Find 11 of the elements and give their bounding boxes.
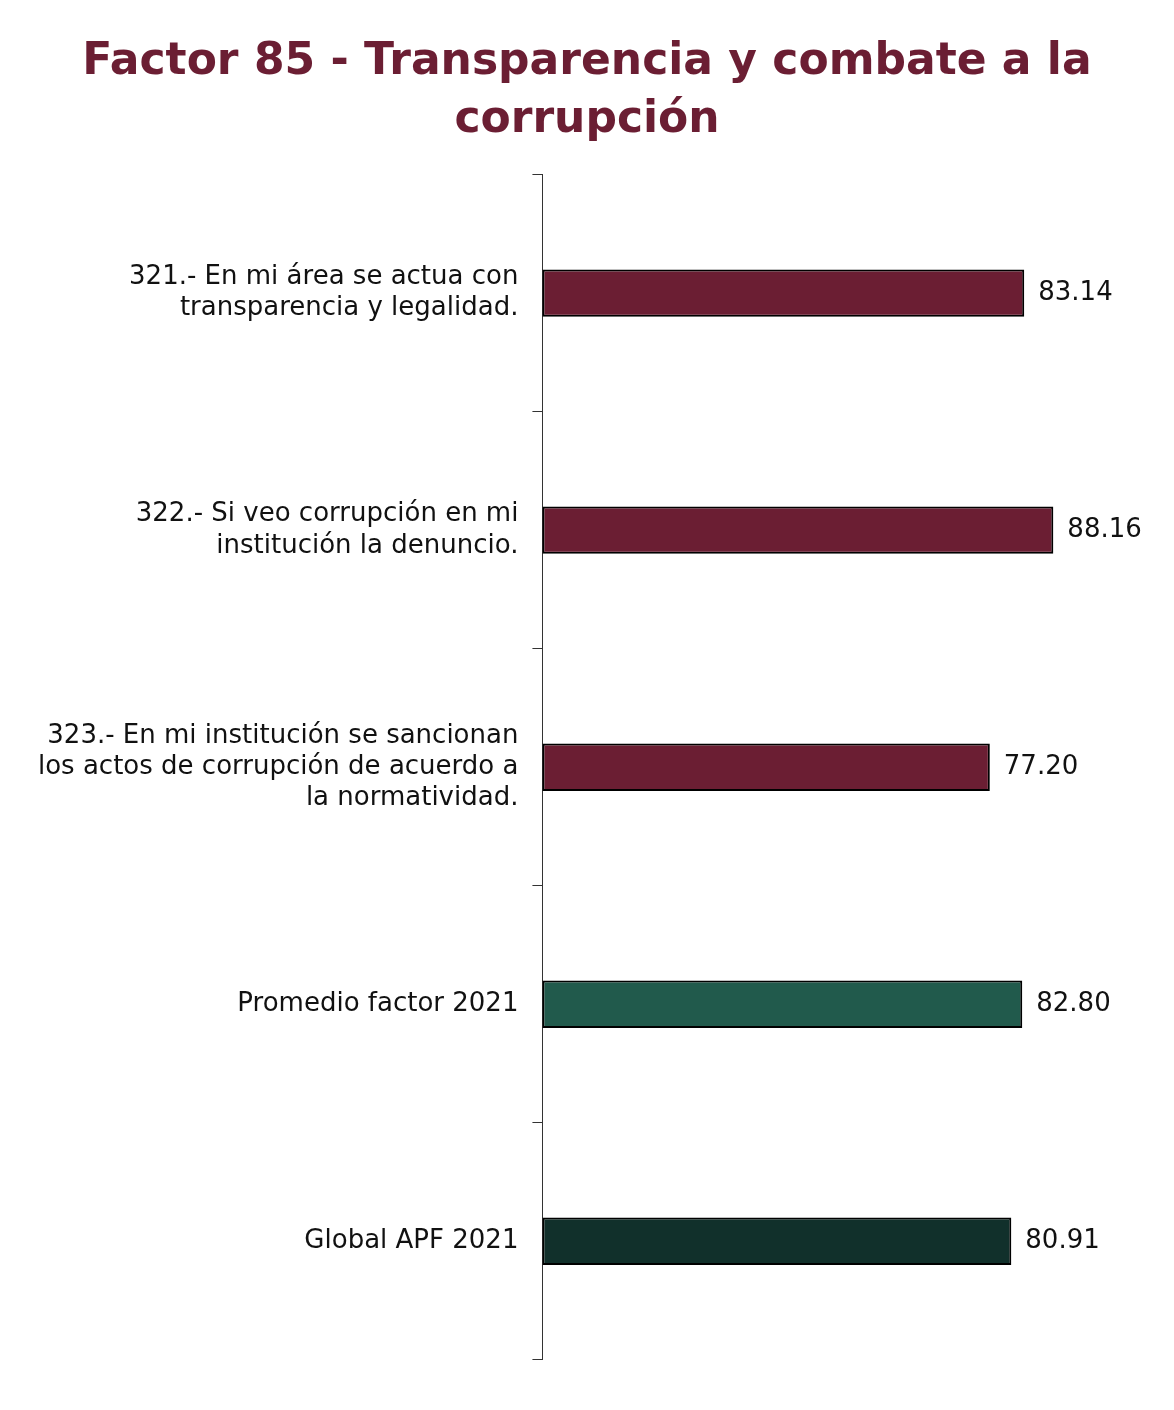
- y-tick-label: Promedio factor 2021: [237, 986, 519, 1017]
- chart-title: Factor 85 - Transparencia y combate a la corrupción: [81, 32, 1093, 144]
- y-tick-label: 322.- Si veo corrupción en mi institución la denuncio.: [135, 497, 519, 559]
- data-label: 88.16: [1067, 512, 1142, 543]
- y-tick-label: Global APF 2021: [304, 1224, 519, 1255]
- data-label: 77.20: [1003, 749, 1079, 780]
- data-label: 83.14: [1038, 275, 1113, 306]
- data-label: 82.80: [1036, 986, 1111, 1017]
- y-tick-label: 323.- En mi institución se sancionan los actos de corrupción de acuerdo a la normatividad.: [37, 718, 519, 812]
- data-label: 80.91: [1025, 1224, 1100, 1255]
- y-tick-label: 321.- En mi área se actua con transparencia y legalidad.: [129, 260, 519, 322]
